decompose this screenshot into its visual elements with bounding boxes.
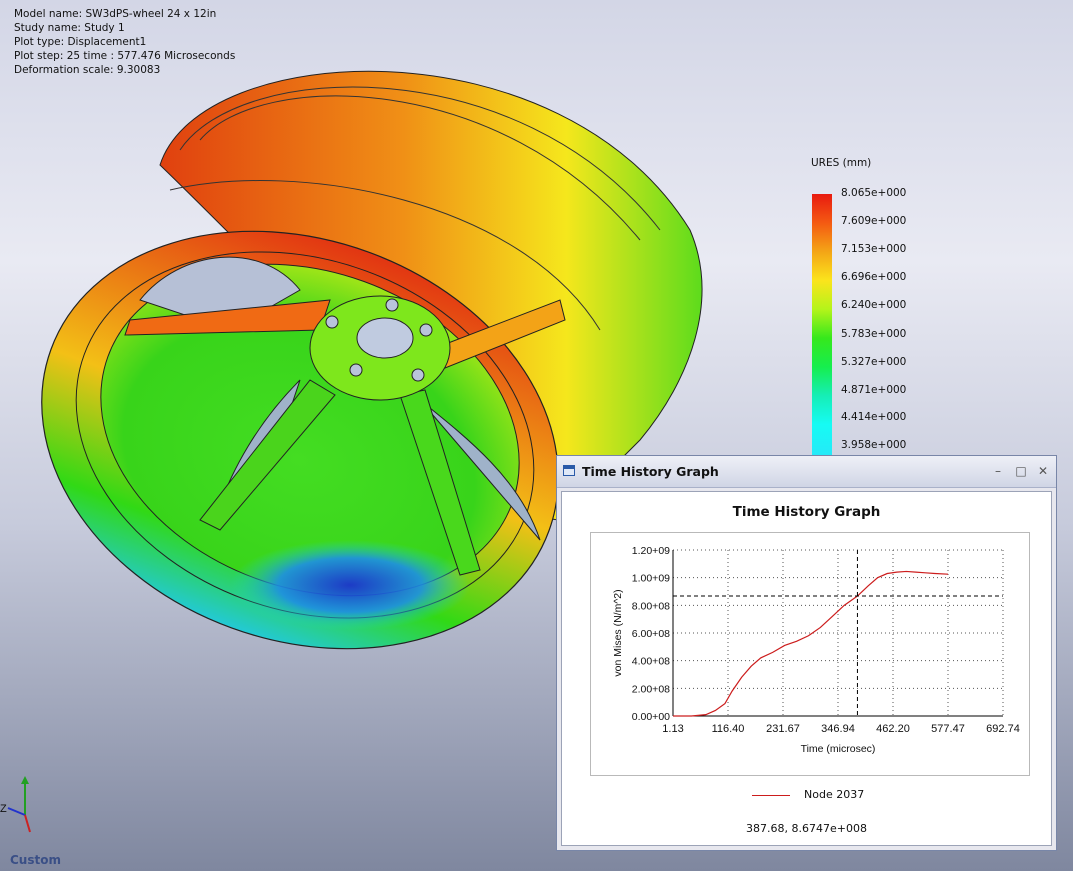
time-history-window[interactable]: Time History Graph – □ ✕ Time History Gr… (556, 455, 1057, 851)
x-tick-label: 577.47 (931, 723, 965, 735)
restore-icon[interactable]: □ (1015, 464, 1027, 478)
y-tick-label: 4.00+08 (632, 656, 670, 668)
y-tick-label: 1.00+09 (632, 573, 670, 585)
y-axis-label: von Mises (N/m^2) (612, 589, 624, 676)
legend-series-label: Node 2037 (804, 788, 865, 801)
legend-label: 5.783e+000 (841, 328, 907, 340)
plot-step-text: Plot step: 25 time : 577.476 Microsecond… (14, 50, 236, 62)
model-name-text: Model name: SW3dPS-wheel 24 x 12in (14, 8, 217, 20)
legend-label: 5.327e+000 (841, 356, 907, 368)
series-line (673, 570, 949, 717)
deformation-scale-text: Deformation scale: 9.30083 (14, 64, 161, 76)
x-tick-label: 1.13 (662, 723, 683, 735)
y-tick-label: 2.00+08 (632, 683, 670, 695)
plot-type-text: Plot type: Displacement1 (14, 36, 147, 48)
plot-frame: 1.13 116.40 231.67 346.94 462.20 577.47 692.74… (590, 532, 1030, 776)
window-app-icon (563, 465, 575, 476)
legend-label: 4.871e+000 (841, 384, 907, 396)
legend-line-swatch (752, 795, 790, 796)
x-tick-label: 231.67 (766, 723, 800, 735)
legend-label: 6.696e+000 (841, 271, 907, 283)
x-tick-label: 346.94 (821, 723, 855, 735)
minimize-icon[interactable]: – (995, 464, 1001, 478)
x-tick-label: 692.74 (986, 723, 1020, 735)
legend-label: 6.240e+000 (841, 299, 907, 311)
legend-label: 4.414e+000 (841, 411, 907, 423)
window-title-bar[interactable]: Time History Graph – □ ✕ (557, 456, 1056, 488)
x-axis-label: Time (microsec) (801, 743, 876, 755)
graph-title: Time History Graph (732, 504, 881, 520)
crosshair-readout: 387.68, 8.6747e+008 (746, 822, 867, 835)
legend-label: 8.065e+000 (841, 187, 907, 199)
study-name-text: Study name: Study 1 (14, 22, 125, 34)
close-icon[interactable]: ✕ (1037, 464, 1049, 478)
time-history-chart[interactable]: 1.13 116.40 231.67 346.94 462.20 577.47 692.74… (591, 533, 1029, 775)
graph-panel: Time History Graph 1.13 116.40 231.67 346.9… (561, 491, 1052, 846)
y-tick-label: 1.20+09 (632, 545, 670, 557)
x-tick-label: 116.40 (712, 723, 745, 735)
y-tick-label: 6.00+08 (632, 628, 670, 640)
model-info-panel: Model name: SW3dPS-wheel 24 x 12in Study… (14, 7, 235, 77)
y-tick-label: 0.00+00 (632, 711, 670, 723)
legend-label: 7.609e+000 (841, 215, 907, 227)
window-title: Time History Graph (582, 464, 719, 479)
color-legend-title: URES (mm) (811, 157, 872, 169)
triad-z-label: Z (0, 803, 7, 815)
x-tick-label: 462.20 (876, 723, 910, 735)
color-legend-bar (812, 194, 832, 456)
legend-label: 7.153e+000 (841, 243, 907, 255)
axis-triad-icon: Z (0, 776, 31, 833)
y-tick-label: 8.00+08 (632, 600, 670, 612)
view-orientation-label: Custom (10, 853, 61, 867)
legend-label: 3.958e+000 (841, 439, 907, 451)
